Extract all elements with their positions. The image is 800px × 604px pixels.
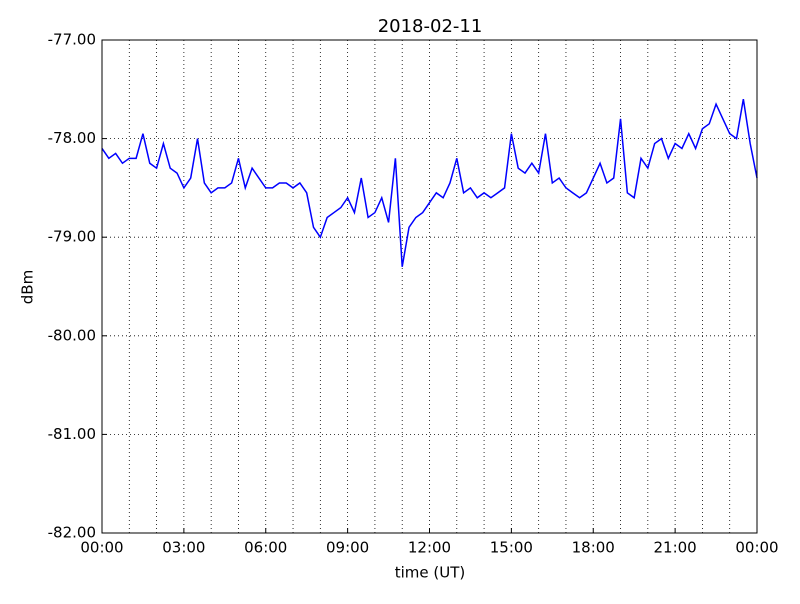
x-tick-label: 15:00 <box>490 539 533 557</box>
x-tick-label: 06:00 <box>244 539 287 557</box>
x-tick-label: 12:00 <box>408 539 451 557</box>
x-tick-label: 00:00 <box>735 539 778 557</box>
x-tick-label: 09:00 <box>326 539 369 557</box>
x-tick-label: 21:00 <box>654 539 697 557</box>
x-tick-label: 03:00 <box>162 539 205 557</box>
x-tick-label: 18:00 <box>572 539 615 557</box>
x-axis-label: time (UT) <box>395 564 466 582</box>
data-line <box>101 99 758 267</box>
y-tick-label: -82.00 <box>48 524 96 542</box>
y-tick-label: -77.00 <box>48 31 96 49</box>
chart-title: 2018-02-11 <box>378 16 483 37</box>
y-tick-label: -78.00 <box>48 129 96 147</box>
y-axis-label: dBm <box>19 270 37 304</box>
y-tick-label: -80.00 <box>48 326 96 344</box>
plot-frame <box>101 39 758 534</box>
y-tick-label: -79.00 <box>48 228 96 246</box>
x-tick-label: 00:00 <box>80 539 123 557</box>
y-tick-label: -81.00 <box>48 425 96 443</box>
